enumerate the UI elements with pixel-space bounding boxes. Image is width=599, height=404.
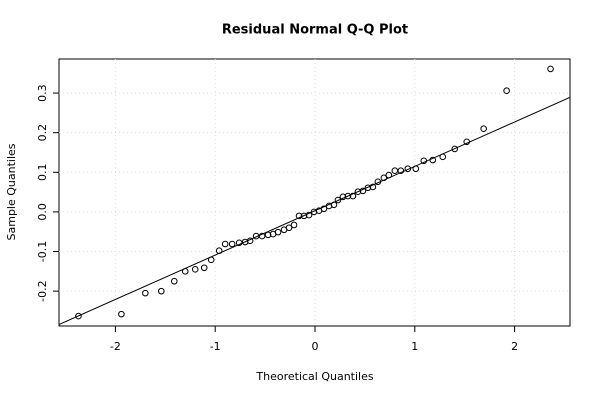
data-point	[181, 268, 189, 275]
data-point	[258, 232, 266, 240]
x-tick-label: -2	[110, 340, 121, 353]
data-point	[364, 184, 372, 192]
y-tick-label: 0.0	[36, 203, 49, 221]
data-point	[412, 165, 420, 173]
data-point	[274, 228, 282, 236]
data-point	[349, 192, 357, 200]
data-point	[463, 138, 471, 146]
y-tick-label: 0.1	[36, 164, 49, 182]
x-tick-label: 1	[411, 340, 418, 353]
data-point	[429, 156, 437, 164]
data-point	[344, 192, 352, 200]
data-point	[480, 125, 487, 133]
data-point	[354, 188, 362, 196]
x-tick-label: 2	[511, 340, 518, 353]
data-point	[290, 221, 298, 229]
data-point	[191, 266, 199, 273]
data-point	[300, 212, 308, 220]
data-point	[264, 231, 272, 239]
y-tick-label: -0.2	[36, 280, 49, 301]
data-point	[320, 205, 328, 213]
data-point	[404, 165, 412, 173]
data-point	[157, 287, 165, 295]
data-point	[359, 187, 367, 195]
chart-title: Residual Normal Q-Q Plot	[222, 23, 408, 38]
data-point	[207, 256, 215, 264]
data-point	[339, 193, 347, 201]
data-point	[334, 196, 342, 204]
data-point	[503, 87, 510, 94]
data-point	[397, 167, 405, 175]
data-point	[451, 145, 459, 153]
data-point	[285, 224, 293, 232]
data-point	[385, 171, 393, 179]
data-point	[369, 183, 377, 191]
x-tick-label: -1	[210, 340, 221, 353]
data-point	[391, 167, 399, 175]
y-axis-label: Sample Quantiles	[5, 143, 18, 240]
data-point	[170, 277, 178, 285]
x-axis-label: Theoretical Quantiles	[255, 370, 373, 383]
x-tick-label: 0	[311, 340, 318, 353]
data-point	[228, 240, 236, 248]
data-point	[215, 247, 223, 255]
y-tick-label: 0.3	[36, 84, 49, 102]
data-point	[75, 312, 82, 320]
data-point	[221, 240, 229, 248]
data-point	[305, 211, 313, 219]
y-tick-label: 0.2	[36, 124, 49, 142]
reference-line	[59, 96, 570, 325]
y-tick-label: -0.1	[36, 241, 49, 262]
data-point	[118, 310, 125, 318]
data-point	[547, 65, 554, 73]
data-point	[330, 201, 338, 209]
data-point	[380, 174, 388, 182]
data-point	[200, 264, 208, 272]
data-point	[142, 289, 149, 297]
data-point	[246, 237, 254, 245]
data-point	[374, 178, 382, 186]
data-point	[439, 153, 447, 161]
data-point	[420, 157, 428, 165]
data-point	[295, 212, 303, 220]
